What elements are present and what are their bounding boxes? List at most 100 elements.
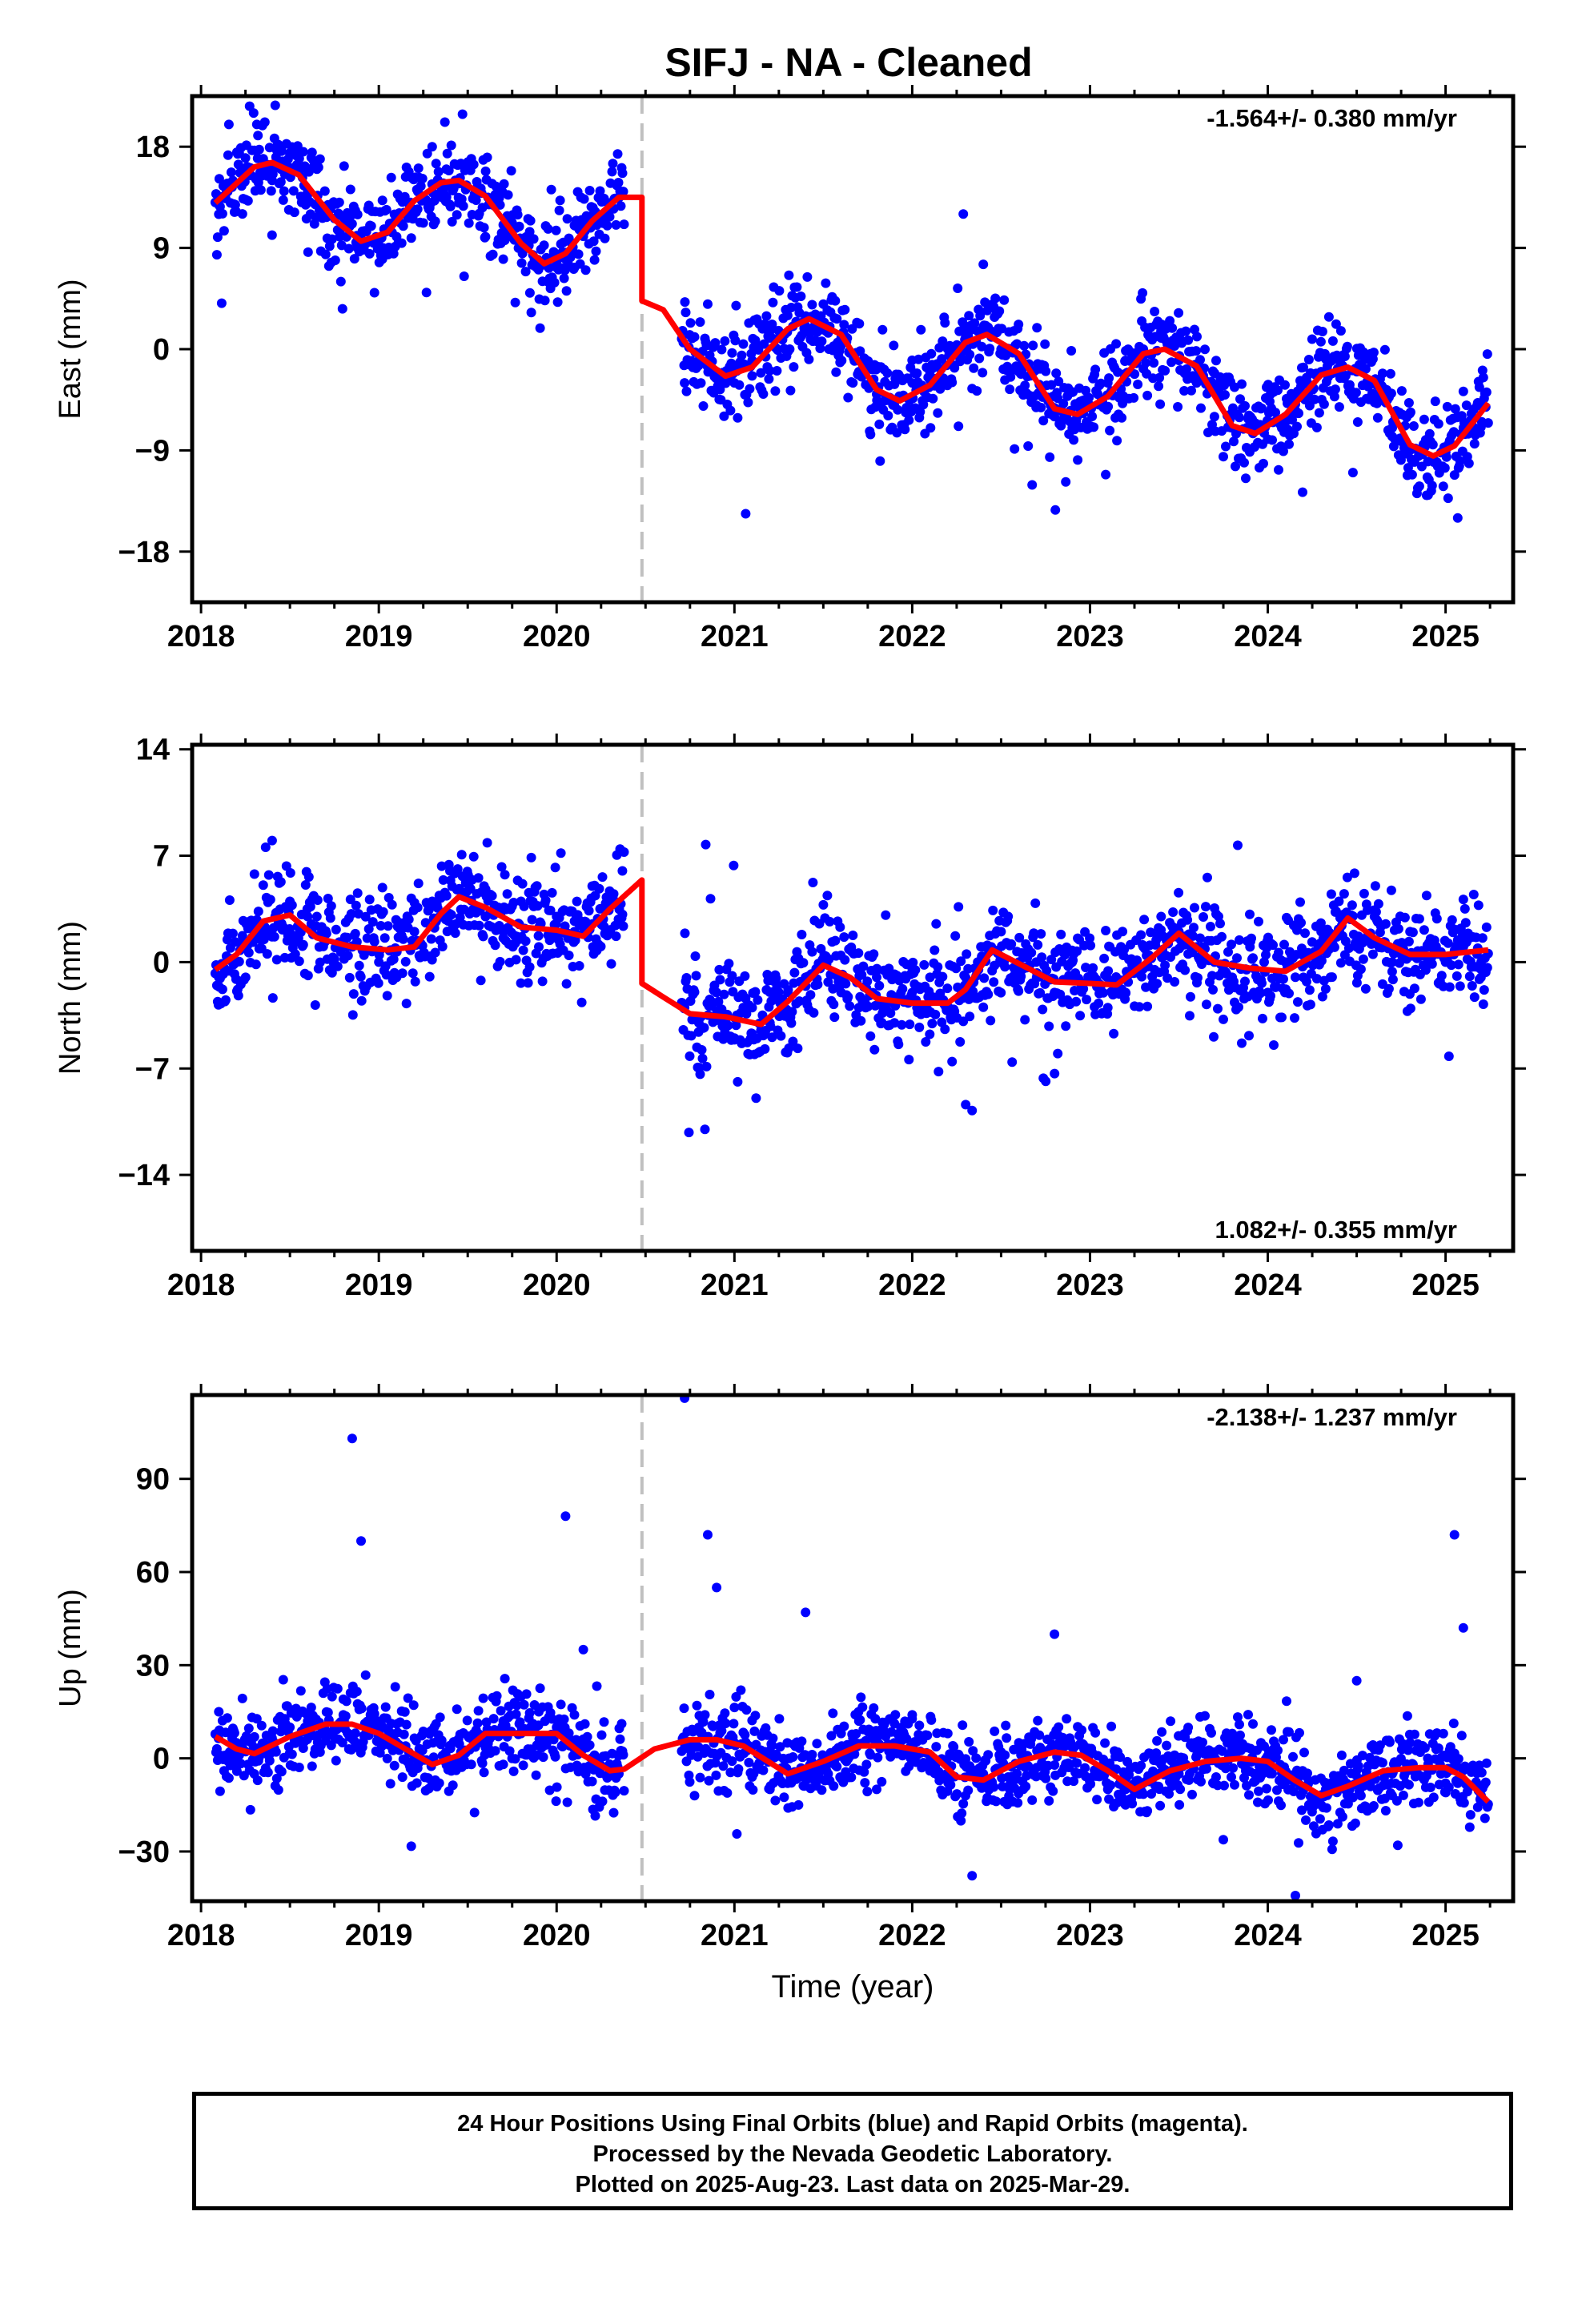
observation-point <box>1120 987 1130 998</box>
data-point <box>528 234 539 244</box>
data-point <box>1010 444 1020 454</box>
data-point <box>500 870 510 880</box>
data-point <box>989 1782 999 1792</box>
observation-point <box>365 220 375 231</box>
data-point <box>1317 991 1327 1002</box>
data-point <box>1304 985 1315 995</box>
data-point <box>1296 918 1306 928</box>
data-point <box>526 308 536 318</box>
data-point <box>1419 925 1429 935</box>
data-point <box>1080 1763 1090 1773</box>
observation-point <box>1102 1784 1113 1795</box>
data-point <box>1240 976 1250 987</box>
data-point <box>1403 1745 1413 1755</box>
data-point <box>773 987 784 997</box>
data-point <box>1370 881 1380 891</box>
model-curve <box>213 159 1491 459</box>
data-point <box>1478 999 1488 1009</box>
x-tick-label: 2025 <box>1411 620 1480 653</box>
data-point <box>472 1718 483 1728</box>
data-point <box>1101 469 1111 480</box>
data-point <box>725 1767 736 1778</box>
data-point <box>1041 1076 1051 1087</box>
data-point <box>980 297 990 308</box>
data-point <box>704 1775 714 1786</box>
observation-point <box>1050 1629 1060 1639</box>
x-tick-label: 2019 <box>345 1919 413 1952</box>
data-point <box>748 1785 758 1795</box>
data-point <box>1268 940 1278 951</box>
observation-point <box>853 1716 864 1727</box>
data-point <box>956 956 966 967</box>
data-point <box>517 879 528 889</box>
data-point <box>1181 326 1191 336</box>
x-tick-label: 2022 <box>878 620 946 653</box>
data-point <box>1150 307 1160 316</box>
observation-point <box>801 1607 811 1618</box>
data-point <box>479 223 489 233</box>
data-point <box>1481 1758 1492 1768</box>
data-point <box>590 1811 600 1821</box>
data-point <box>856 1015 866 1026</box>
data-point <box>1355 964 1366 975</box>
data-point <box>591 246 601 256</box>
data-point <box>546 184 556 195</box>
data-point <box>1047 1739 1058 1750</box>
data-point <box>897 1019 907 1030</box>
data-point <box>1359 888 1369 899</box>
data-point <box>562 1797 572 1807</box>
data-point <box>729 1719 739 1729</box>
data-point <box>495 199 505 210</box>
observation-point <box>267 1747 277 1757</box>
data-point <box>1398 1790 1408 1800</box>
data-point <box>979 973 990 983</box>
observation-point <box>1334 896 1344 907</box>
data-point <box>1221 1763 1231 1774</box>
data-point <box>794 996 805 1007</box>
data-point <box>946 1779 956 1790</box>
data-point <box>910 965 921 975</box>
data-point <box>818 899 829 910</box>
observation-point <box>1299 972 1308 983</box>
data-point <box>1244 1790 1254 1800</box>
data-point <box>502 889 512 899</box>
data-point <box>552 1782 562 1792</box>
data-point <box>829 1781 839 1791</box>
data-point <box>1464 1822 1475 1832</box>
observation-point <box>543 276 553 287</box>
data-point <box>930 1009 941 1019</box>
data-point <box>695 1069 705 1080</box>
data-point <box>1160 960 1170 971</box>
data-point <box>1351 978 1362 988</box>
data-point <box>964 1737 974 1747</box>
data-point <box>482 152 492 163</box>
data-point <box>1032 323 1042 333</box>
observation-point <box>249 1769 259 1779</box>
observation-point <box>942 1728 953 1739</box>
data-point <box>429 195 440 206</box>
data-point <box>692 1700 702 1711</box>
data-point <box>1460 903 1470 914</box>
data-point <box>346 909 356 919</box>
data-point <box>1129 392 1139 403</box>
data-point <box>422 148 432 159</box>
observation-point <box>516 896 526 907</box>
data-point <box>1337 1811 1347 1822</box>
data-point <box>1284 1727 1294 1737</box>
data-point <box>607 167 617 177</box>
data-point <box>524 227 535 237</box>
data-point <box>1084 392 1094 403</box>
data-point <box>919 959 930 970</box>
data-point <box>869 1703 879 1713</box>
observation-point <box>1120 356 1130 365</box>
data-point <box>1347 1792 1358 1803</box>
observation-point <box>303 1716 313 1727</box>
observation-point <box>1085 1744 1095 1754</box>
data-point <box>473 1706 484 1716</box>
data-point <box>721 1719 731 1728</box>
data-point <box>1186 991 1195 1002</box>
data-point <box>408 968 418 979</box>
data-point <box>442 148 452 159</box>
data-point <box>573 249 584 259</box>
